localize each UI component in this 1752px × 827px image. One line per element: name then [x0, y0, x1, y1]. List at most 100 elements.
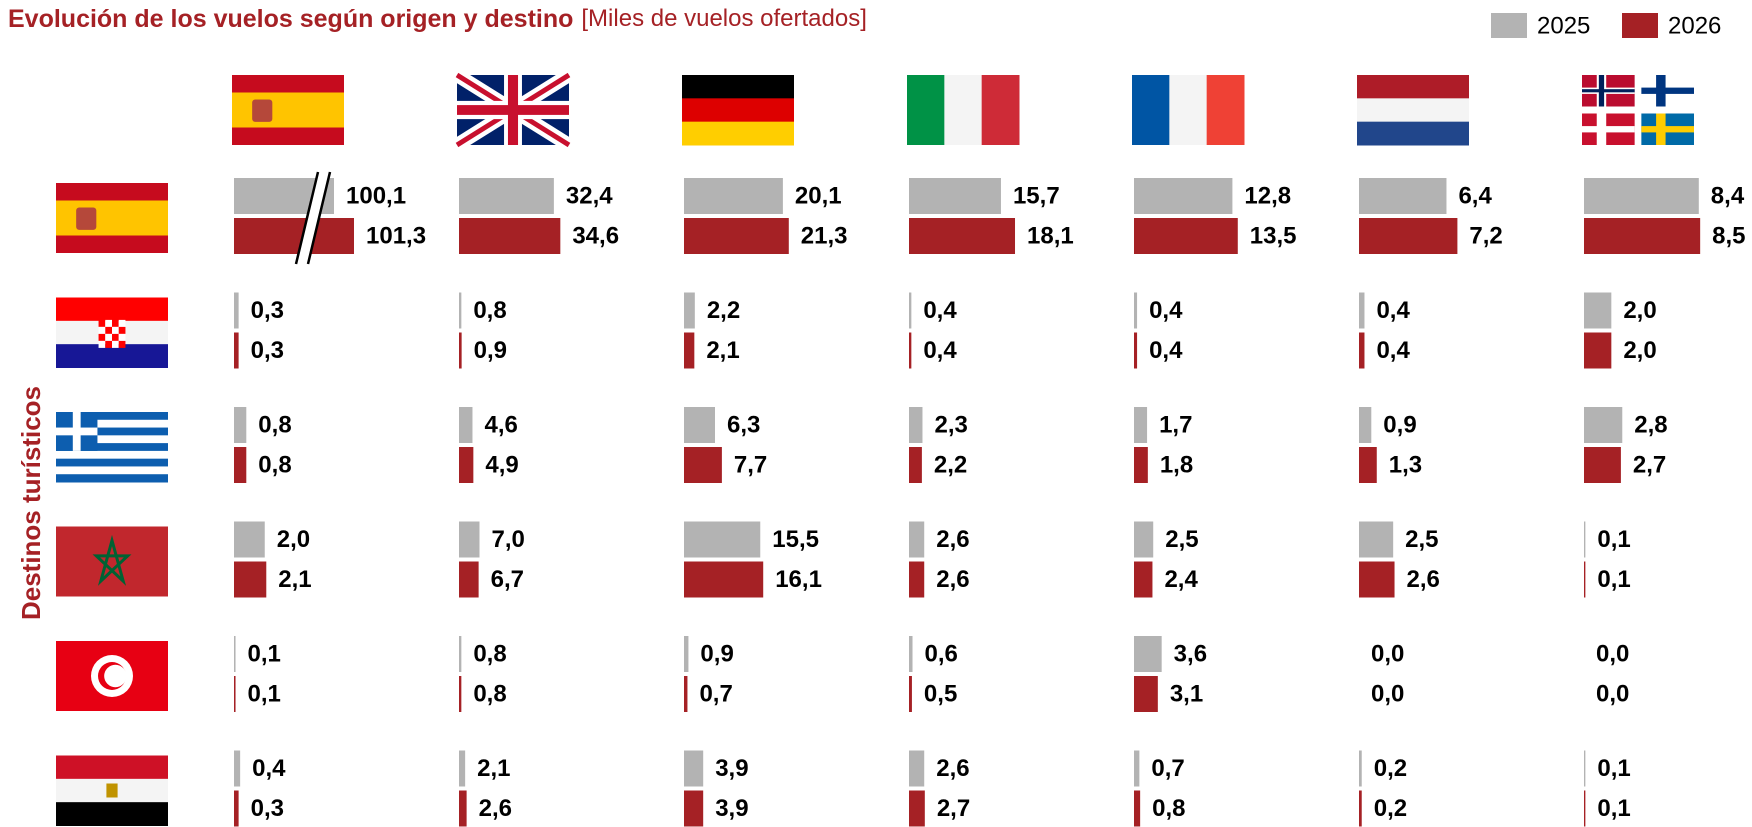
bar [684, 750, 704, 787]
flag-part [1641, 87, 1694, 94]
flag-part [98, 326, 106, 334]
value-label: 0,3 [251, 795, 284, 822]
bar [234, 636, 236, 672]
value-label: 3,9 [715, 795, 748, 822]
value-label: 15,7 [1013, 182, 1060, 209]
bar [459, 178, 554, 214]
value-label: 2,1 [706, 337, 739, 364]
axis-break [296, 172, 330, 264]
bar [234, 332, 239, 369]
flag [56, 526, 168, 597]
bar [1584, 332, 1612, 369]
bar [1134, 407, 1148, 443]
flag-part [56, 412, 168, 421]
value-label: 0,1 [248, 640, 281, 667]
flag-part [56, 427, 168, 436]
value-label: 7,2 [1469, 222, 1502, 249]
bar [459, 676, 462, 712]
flag [1582, 75, 1694, 145]
bar [234, 292, 239, 329]
value-label: 0,4 [1149, 297, 1183, 324]
bar [459, 447, 474, 483]
bar [1359, 218, 1458, 254]
bar [459, 750, 466, 787]
value-label: 100,1 [346, 182, 406, 209]
bar [234, 407, 247, 443]
value-label: 0,2 [1374, 755, 1407, 782]
flag-part [682, 121, 794, 146]
flag-part [112, 326, 119, 334]
value-label: 18,1 [1027, 222, 1074, 249]
value-label: 0,2 [1374, 795, 1407, 822]
bar [1134, 332, 1138, 369]
value-label: 0,0 [1371, 640, 1404, 667]
value-label: 2,6 [936, 526, 969, 553]
bar [684, 521, 761, 558]
value-label: 6,3 [727, 411, 760, 438]
value-label: 2,1 [477, 755, 510, 782]
flag-part [56, 344, 168, 368]
flag [56, 412, 168, 483]
bar [234, 561, 267, 598]
flag [907, 75, 1020, 145]
flag-part [1582, 126, 1635, 133]
flag-part [56, 802, 168, 826]
bar [684, 790, 704, 827]
bar [684, 332, 695, 369]
legend-label: 2025 [1537, 12, 1590, 39]
flag [1132, 75, 1245, 145]
bar [1134, 447, 1148, 483]
flag-part [1206, 75, 1245, 145]
flag-part [232, 92, 344, 128]
flag-part [1132, 75, 1170, 145]
bar [1359, 750, 1362, 787]
value-label: 0,8 [473, 297, 506, 324]
bar [1359, 178, 1447, 214]
value-label: 20,1 [795, 182, 842, 209]
flag-part [944, 75, 983, 145]
bar [459, 561, 479, 598]
flag-part [56, 474, 168, 483]
bar [1359, 292, 1365, 329]
legend-label: 2026 [1668, 12, 1721, 39]
bar [1359, 332, 1365, 369]
value-label: 34,6 [572, 222, 619, 249]
value-label: 101,3 [366, 222, 426, 249]
bar [1584, 178, 1699, 214]
bar [459, 407, 473, 443]
chart-subtitle: [Miles de vuelos ofertados] [581, 5, 866, 32]
value-label: 0,4 [252, 755, 286, 782]
flag-part [106, 783, 118, 798]
value-label: 0,7 [1151, 755, 1184, 782]
value-label: 2,7 [1633, 451, 1666, 478]
bar [234, 521, 265, 558]
flag-part [118, 333, 126, 341]
flag-part [118, 319, 126, 327]
legend-swatch [1491, 13, 1527, 38]
flag-part [76, 207, 97, 230]
flag-part [56, 427, 98, 436]
flag-part [105, 319, 112, 327]
value-label: 0,0 [1596, 640, 1629, 667]
bar [1359, 407, 1372, 443]
value-label: 2,2 [707, 297, 740, 324]
flag-part [98, 333, 106, 341]
bar [909, 790, 925, 827]
value-label: 21,3 [801, 222, 848, 249]
bar [1134, 178, 1233, 214]
value-label: 0,1 [1597, 526, 1630, 553]
value-label: 0,1 [248, 680, 281, 707]
value-label: 2,1 [278, 566, 311, 593]
value-label: 2,6 [479, 795, 512, 822]
bar [234, 676, 236, 712]
flag-part [56, 755, 168, 780]
bar [1584, 561, 1586, 598]
bar [1584, 750, 1586, 787]
chart-title: Evolución de los vuelos según origen y d… [8, 5, 573, 33]
bar [1584, 447, 1621, 483]
flag [56, 641, 168, 711]
flag-part [56, 419, 168, 429]
value-label: 3,9 [715, 755, 748, 782]
bar [234, 447, 247, 483]
value-label: 1,3 [1389, 451, 1422, 478]
